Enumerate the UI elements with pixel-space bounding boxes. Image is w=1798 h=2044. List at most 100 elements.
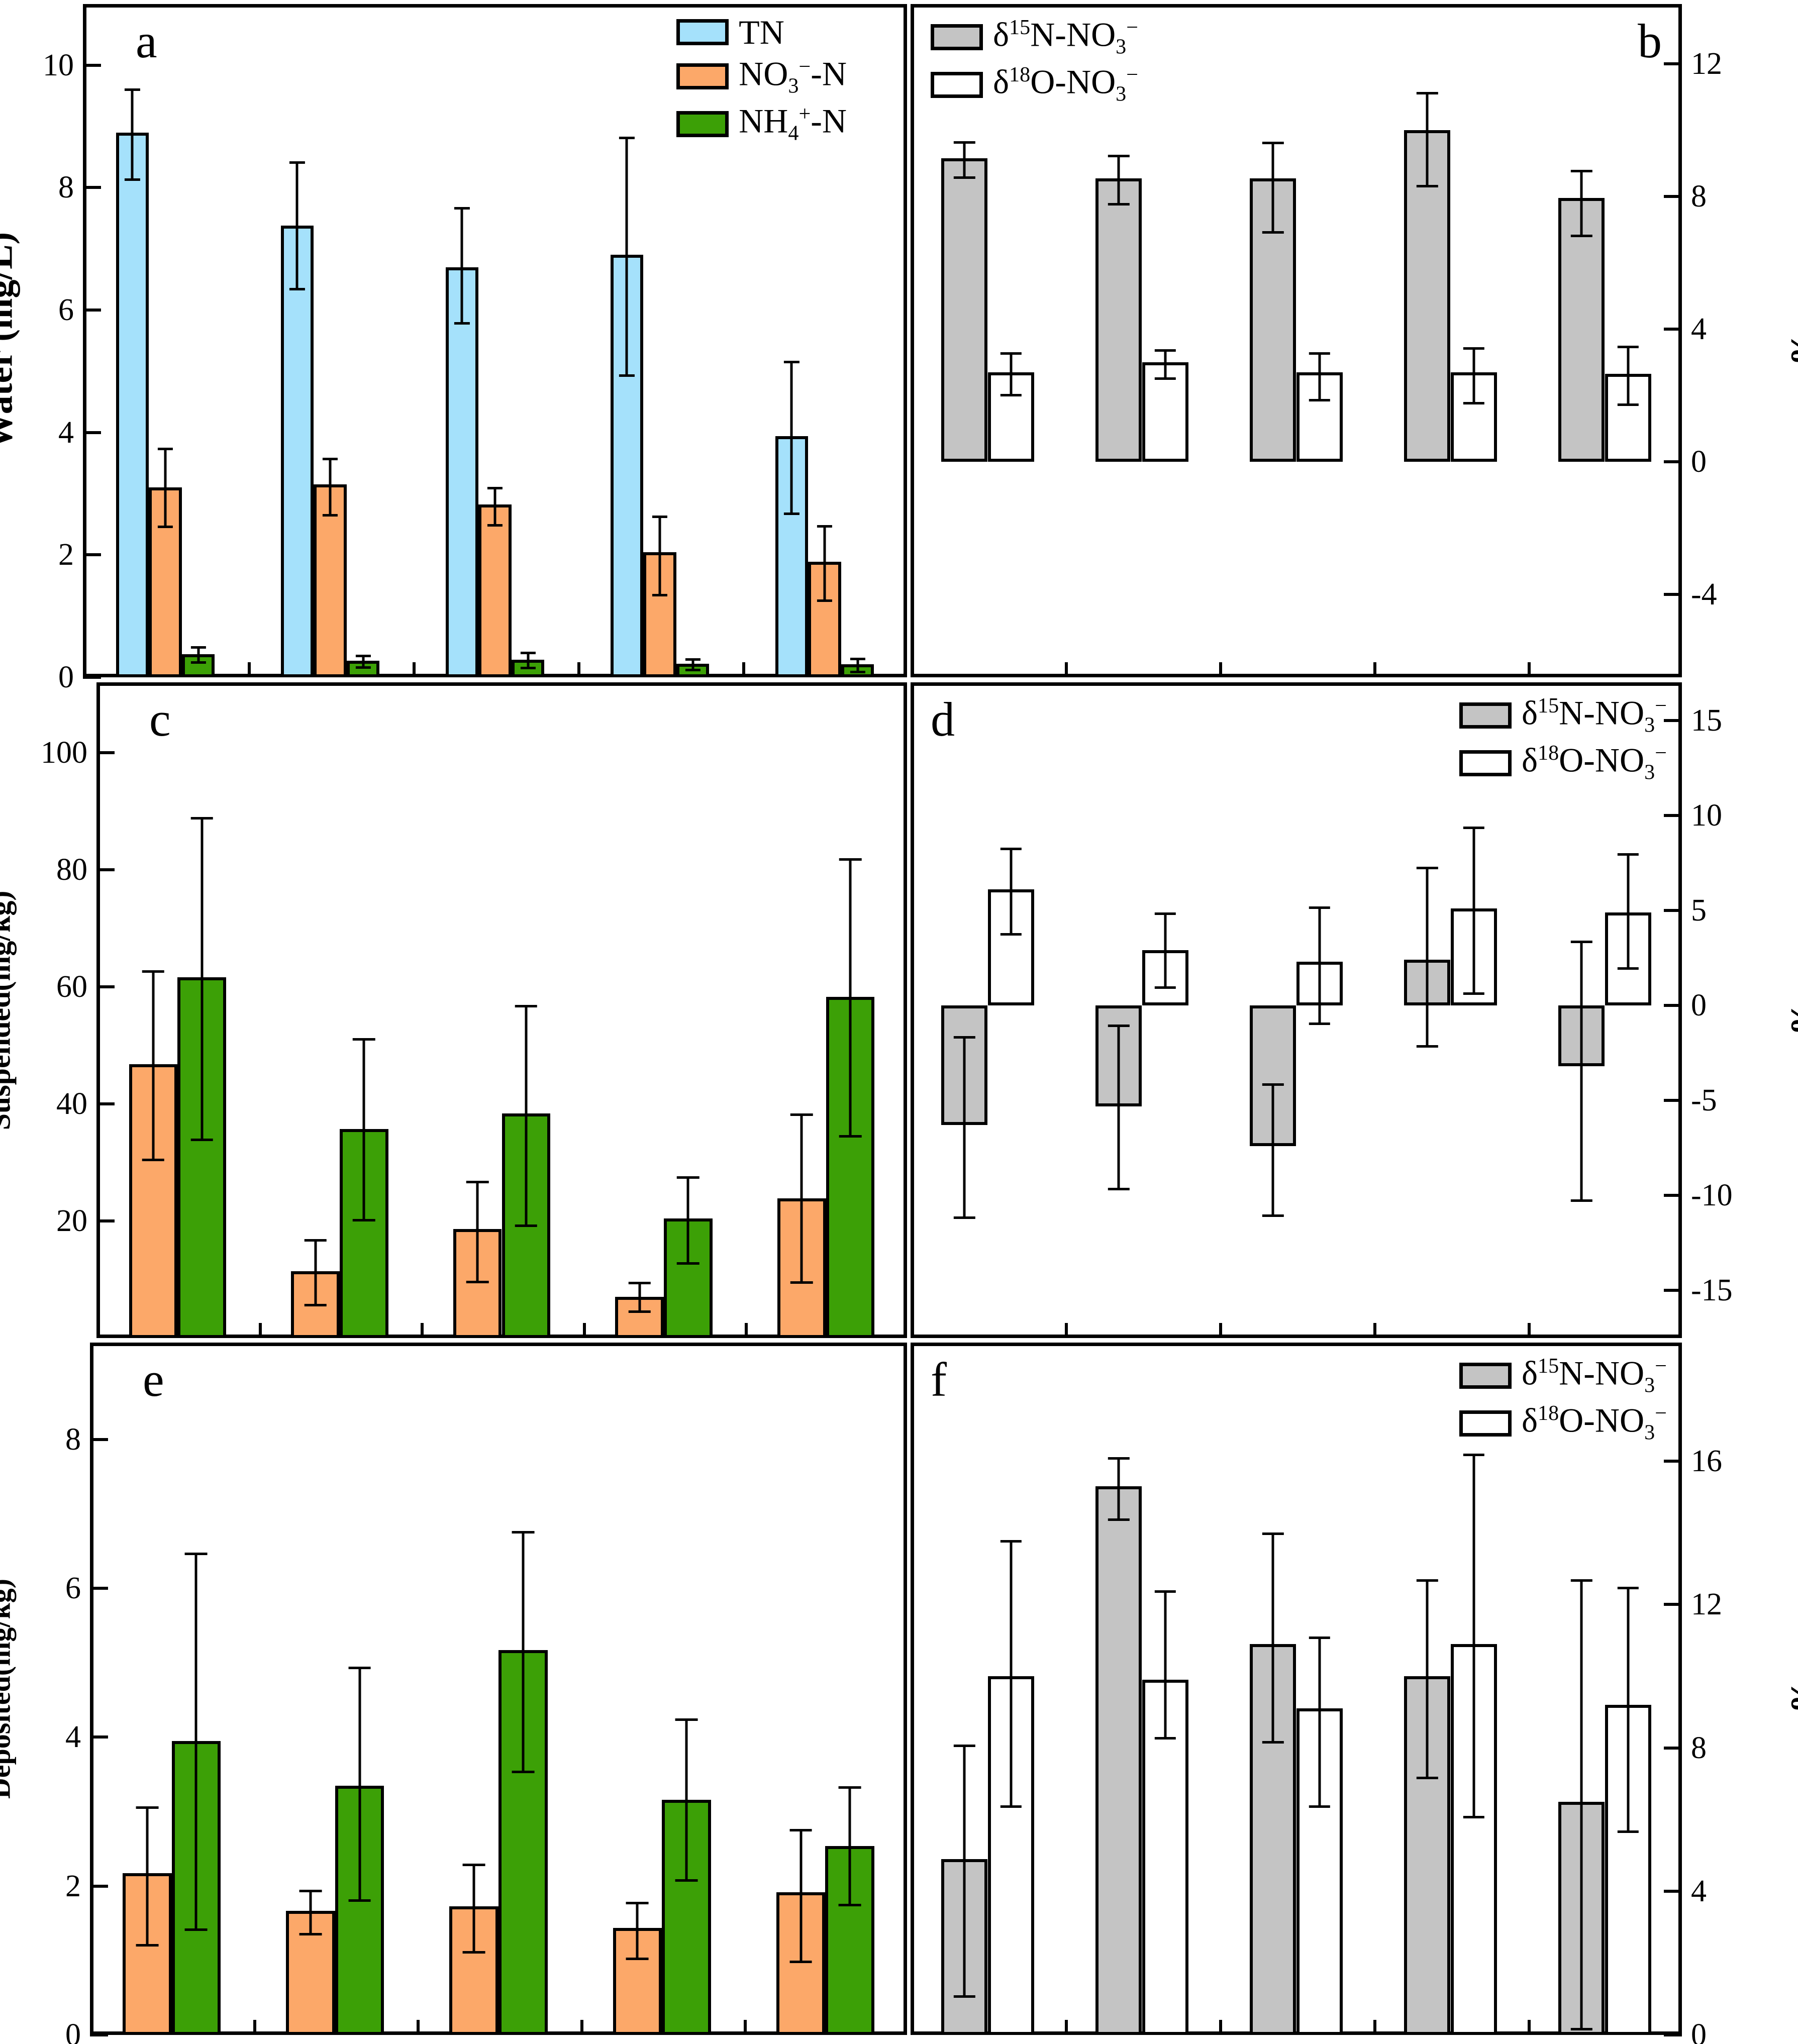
- errorcap-bottom-f-1-0: [954, 1995, 975, 1998]
- ytick-e-3: [90, 1586, 108, 1590]
- errorbar-d-3-0: [1271, 1083, 1274, 1215]
- errorbar-a-4-1: [658, 516, 661, 594]
- legend-label-d15n: δ15N-NO3−: [1521, 1354, 1667, 1397]
- errorcap-top-f-1-0: [954, 1744, 975, 1747]
- errorbar-b-5-0: [1580, 170, 1583, 235]
- xtick-f-2: [1219, 2020, 1222, 2035]
- ytick-e-2: [90, 1735, 108, 1739]
- errorcap-top-d-5-0: [1571, 941, 1592, 944]
- errorcap-top-b-2-1: [1154, 349, 1176, 352]
- legend-swatch-no3n: [676, 63, 729, 90]
- errorcap-top-a-4-2: [685, 658, 701, 661]
- errorcap-top-b-5-1: [1617, 345, 1639, 348]
- bar-f-d15NNO3-2: [1095, 1486, 1142, 2035]
- legend-d: δ15N-NO3− δ18O-NO3−: [1459, 695, 1667, 790]
- errorcap-top-f-1-1: [1000, 1540, 1022, 1543]
- panel-letter-b: b: [1638, 14, 1662, 68]
- errorcap-top-a-3-1: [487, 487, 503, 490]
- bar-e-NH4N-4: [662, 1799, 711, 2035]
- errorcap-top-b-3-0: [1262, 141, 1284, 144]
- errorcap-top-c-1-0: [142, 970, 165, 973]
- errorcap-top-e-5-0: [789, 1828, 813, 1831]
- ytick-c-4: [96, 751, 115, 754]
- errorcap-top-d-2-0: [1108, 1024, 1130, 1027]
- plot-frame-d: [911, 682, 1682, 1338]
- axis-label-permil-f: ‰: [1782, 1671, 1798, 1710]
- ytick-label-d-5: 10: [1691, 798, 1722, 833]
- errorcap-bottom-b-4-1: [1463, 402, 1484, 405]
- xtick-b-3: [1373, 662, 1376, 677]
- errorcap-top-e-2-0: [299, 1890, 322, 1893]
- errorcap-top-c-5-1: [839, 858, 862, 861]
- plot-area-b: [911, 4, 1682, 677]
- plot-area-f: [911, 1343, 1682, 2036]
- errorcap-top-b-1-1: [1000, 352, 1022, 355]
- xtick-e-1: [253, 2020, 257, 2035]
- panel-letter-a: a: [136, 14, 157, 68]
- errorcap-bottom-b-3-0: [1262, 231, 1284, 234]
- ytick-label-a-0: 0: [58, 660, 74, 694]
- errorcap-top-a-3-0: [454, 207, 470, 210]
- axis-title-e: Deposited(mg/kg): [0, 1578, 17, 1799]
- errorcap-top-a-1-2: [190, 646, 206, 649]
- errorcap-bottom-f-4-0: [1417, 1776, 1438, 1779]
- panel-f: 0 4 8 12 16 f δ15N-NO3− δ18O-NO3−: [911, 1343, 1722, 2044]
- errorbar-f-5-0: [1580, 1579, 1583, 2028]
- errorbar-c-2-1: [362, 1038, 365, 1219]
- ytick-label-a-3: 6: [58, 293, 74, 328]
- ytick-c-0: [96, 1219, 115, 1222]
- errorcap-top-f-3-1: [1309, 1637, 1330, 1640]
- errorcap-bottom-a-5-0: [784, 513, 800, 516]
- legend-a: TN NO3−-N NH4+-N: [676, 15, 847, 151]
- panel-d: -15 -10 -5 0 5 10 15 d δ15N-NO3− δ18O-NO3−: [911, 682, 1733, 1338]
- ytick-label-b-3: 8: [1691, 179, 1707, 214]
- legend-label-d18o: δ18O-NO3−: [993, 63, 1139, 106]
- bar-b-d15NNO3-5: [1558, 198, 1605, 462]
- errorbar-a-4-2: [691, 658, 694, 669]
- plot-area-c: [96, 682, 907, 1338]
- ytick-label-d-4: 5: [1691, 893, 1707, 928]
- errorcap-bottom-d-5-0: [1571, 1199, 1592, 1202]
- panel-letter-f: f: [931, 1353, 947, 1406]
- errorcap-bottom-b-2-0: [1108, 203, 1130, 206]
- axis-label-permil-d: ‰: [1782, 993, 1798, 1033]
- ytick-label-d-6: 15: [1691, 703, 1722, 738]
- bar-a-TN-1: [116, 132, 149, 677]
- errorcap-bottom-c-2-1: [353, 1219, 375, 1222]
- ytick-label-d-1: -10: [1691, 1178, 1733, 1213]
- errorbar-f-3-1: [1318, 1637, 1321, 1806]
- errorcap-bottom-f-5-0: [1571, 2027, 1592, 2030]
- ytick-label-e-4: 8: [65, 1422, 81, 1457]
- xtick-b-4: [1528, 662, 1531, 677]
- errorbar-a-5-1: [823, 525, 826, 600]
- errorcap-bottom-d-4-1: [1463, 992, 1484, 995]
- errorbar-e-3-0: [472, 1864, 475, 1951]
- errorcap-bottom-e-3-1: [512, 1770, 535, 1773]
- ytick-label-b-0: -4: [1691, 577, 1717, 611]
- errorbar-b-4-0: [1426, 91, 1429, 185]
- legend-b: δ15N-NO3− δ18O-NO3−: [931, 17, 1138, 112]
- ytick-label-c-1: 40: [56, 1086, 87, 1121]
- errorcap-top-a-1-0: [125, 88, 140, 91]
- bar-b-d15NNO3-2: [1095, 178, 1142, 462]
- errorbar-d-4-1: [1472, 827, 1475, 992]
- errorcap-bottom-a-3-0: [454, 322, 470, 325]
- ytick-a-5: [83, 63, 101, 67]
- errorcap-bottom-d-1-0: [954, 1216, 975, 1219]
- errorbar-f-1-0: [963, 1744, 966, 1996]
- ytick-f-3: [1664, 1603, 1682, 1606]
- ytick-label-c-4: 100: [41, 735, 87, 770]
- panel-letter-e: e: [143, 1353, 164, 1406]
- errorbar-f-1-1: [1010, 1540, 1013, 1806]
- errorcap-top-e-5-1: [838, 1786, 861, 1789]
- ytick-label-b-4: 12: [1691, 46, 1722, 81]
- errorcap-top-a-3-2: [520, 651, 536, 654]
- ytick-label-a-2: 4: [58, 415, 74, 450]
- errorcap-bottom-a-1-0: [125, 178, 140, 181]
- bar-c-NH4N-1: [177, 977, 227, 1338]
- plot-area-a: [83, 4, 907, 679]
- bar-a-TN-2: [280, 225, 314, 677]
- errorcap-bottom-e-2-1: [348, 1899, 371, 1902]
- ytick-d-2: [1664, 1099, 1682, 1102]
- xtick-c-3: [582, 1323, 586, 1338]
